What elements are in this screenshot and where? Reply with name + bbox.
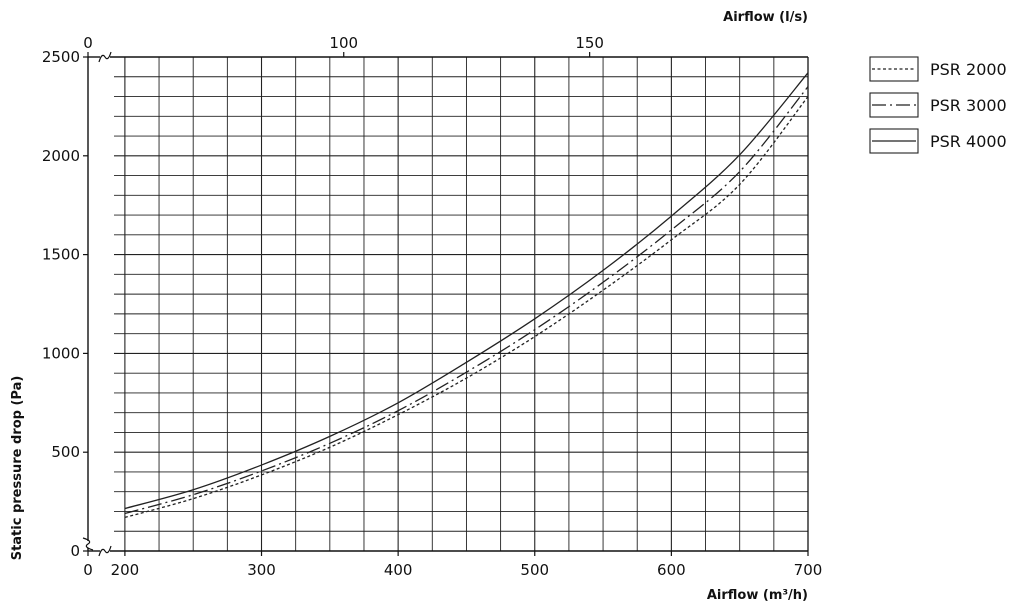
x-axis-bottom-tick-label: 0 bbox=[83, 561, 93, 579]
x-axis-bottom-break bbox=[98, 545, 112, 557]
y-axis-tick-label: 0 bbox=[70, 542, 80, 560]
y-axis-tick-label: 2000 bbox=[42, 147, 80, 165]
legend-item-psr-2000: PSR 2000 bbox=[869, 56, 1007, 82]
x-axis-bottom-tick-label: 600 bbox=[657, 561, 686, 579]
y-axis-tick-label: 500 bbox=[51, 443, 80, 461]
x-axis-top-break bbox=[98, 51, 112, 63]
y-axis-break bbox=[82, 537, 94, 551]
legend-label: PSR 4000 bbox=[930, 132, 1007, 151]
x-axis-top-tick-label: 100 bbox=[329, 34, 358, 52]
x-axis-bottom-title: Airflow (m³/h) bbox=[707, 588, 808, 603]
axes bbox=[82, 51, 809, 557]
series-line-psr-4000 bbox=[124, 72, 809, 510]
x-axis-bottom-tick-label: 400 bbox=[384, 561, 413, 579]
x-axis-bottom-tick-label: 700 bbox=[794, 561, 823, 579]
x-axis-bottom-tick-label: 500 bbox=[520, 561, 549, 579]
legend-label: PSR 3000 bbox=[930, 96, 1007, 115]
legend-item-psr-3000: PSR 3000 bbox=[869, 92, 1007, 118]
grid bbox=[114, 56, 809, 552]
x-axis-bottom-tick-label: 200 bbox=[111, 561, 140, 579]
y-axis-tick-label: 1500 bbox=[42, 246, 80, 264]
x-axis-top-tick-label: 0 bbox=[83, 34, 93, 52]
y-axis-tick-label: 1000 bbox=[42, 344, 80, 362]
x-axis-top-title: Airflow (l/s) bbox=[723, 10, 808, 25]
series-line-psr-3000 bbox=[124, 86, 809, 515]
legend-item-psr-4000: PSR 4000 bbox=[869, 128, 1007, 154]
y-axis-tick-label: 2500 bbox=[42, 48, 80, 66]
x-axis-top-tick-label: 150 bbox=[575, 34, 604, 52]
legend-label: PSR 2000 bbox=[930, 60, 1007, 79]
x-axis-bottom-tick-label: 300 bbox=[247, 561, 276, 579]
y-axis-title: Static pressure drop (Pa) bbox=[10, 376, 25, 561]
legend: PSR 2000 PSR 3000 PSR 4000 bbox=[869, 56, 1007, 154]
series-lines bbox=[124, 72, 809, 519]
series-line-psr-2000 bbox=[124, 96, 809, 519]
